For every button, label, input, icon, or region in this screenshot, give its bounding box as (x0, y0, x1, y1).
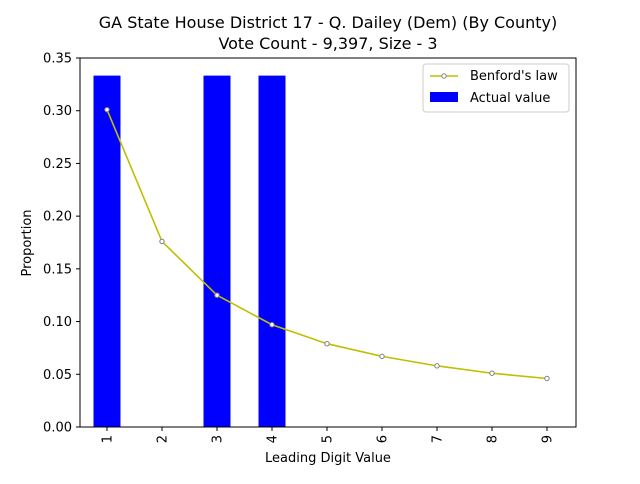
x-tick-label-1: 1 (101, 435, 116, 443)
chart-title-line2: Vote Count - 9,397, Size - 3 (218, 34, 437, 53)
y-tick-label-0.30: 0.30 (43, 104, 72, 119)
legend-frame (422, 63, 570, 113)
y-tick-label-0.05: 0.05 (43, 368, 72, 383)
benford-point-1 (104, 106, 110, 113)
x-axis-label: Leading Digit Value (265, 451, 391, 466)
y-tick-label-0.00: 0.00 (43, 421, 72, 436)
legend-line-marker (441, 73, 447, 79)
legend: Benford's law Actual value (422, 63, 570, 113)
y-tick-label-0.25: 0.25 (43, 157, 72, 172)
y-tick-label-0.15: 0.15 (43, 262, 72, 277)
chart-title-line1: GA State House District 17 - Q. Dailey (… (99, 13, 557, 32)
legend-label-actual: Actual value (470, 91, 550, 106)
benford-point-9 (544, 375, 550, 382)
benford-point-2 (159, 238, 165, 245)
line-layer (104, 106, 550, 382)
bars-layer (93, 75, 286, 428)
x-tick-label-2: 2 (156, 435, 171, 443)
benford-point-8 (489, 370, 495, 376)
x-tick-label-4: 4 (266, 435, 281, 443)
benford-point-6 (379, 353, 385, 360)
x-tick-label-6: 6 (376, 435, 391, 443)
bar-digit-3 (203, 75, 231, 428)
ticks-layer: 0.00 0.05 0.10 0.15 0.20 0.25 0.30 0.35 1 2 3 4 5 6 7 8… (43, 52, 555, 444)
y-tick-label-0.10: 0.10 (43, 315, 72, 330)
axes-layer (79, 57, 577, 428)
benford-point-7 (434, 363, 440, 369)
x-tick-label-5: 5 (321, 435, 336, 443)
x-tick-label-8: 8 (486, 435, 501, 443)
plot-frame (79, 57, 577, 428)
y-axis-label: Proportion (20, 209, 35, 276)
bar-digit-4 (258, 75, 286, 428)
benford-line (106, 109, 548, 380)
bar-digit-1 (93, 75, 121, 428)
benford-point-3 (214, 292, 220, 298)
x-tick-label-9: 9 (541, 435, 556, 443)
legend-bar-swatch (430, 92, 458, 102)
y-tick-label-0.35: 0.35 (43, 52, 72, 67)
x-tick-label-3: 3 (211, 435, 226, 443)
benford-point-5 (324, 341, 330, 347)
y-tick-label-0.20: 0.20 (43, 210, 72, 225)
legend-label-benford: Benford's law (470, 69, 558, 84)
benford-point-4 (269, 322, 275, 328)
x-tick-label-7: 7 (431, 435, 446, 443)
